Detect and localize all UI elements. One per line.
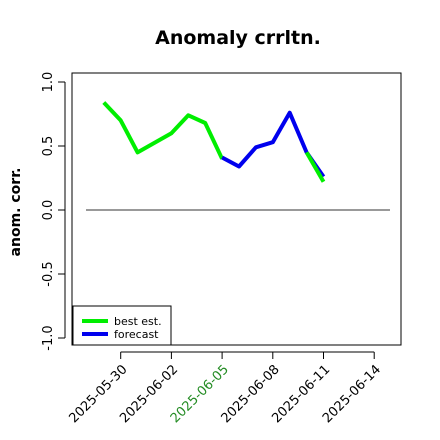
legend-label-best-est: best est. [114, 315, 162, 328]
y-axis: -1.0 -0.5 0.0 0.5 1.0 [41, 72, 66, 351]
legend: best est. forecast [72, 305, 172, 346]
y-axis-title: anom. corr. [8, 168, 24, 257]
plot-frame [71, 72, 402, 346]
y-tick-label: -0.5 [41, 261, 56, 286]
y-tick-label: 0.5 [41, 136, 56, 157]
chart-title: Anomaly crrltn. [155, 27, 321, 49]
x-axis: 2025-05-302025-06-022025-06-052025-06-08… [66, 351, 384, 426]
y-tick-label: 1.0 [41, 72, 56, 93]
series-layer [102, 101, 326, 183]
series-line-overlay-2 [304, 151, 326, 183]
y-tick-label: 0.0 [41, 200, 56, 221]
legend-box [72, 305, 172, 346]
series-line-forecast [221, 110, 326, 178]
series-line-best-est [102, 101, 224, 160]
legend-label-forecast: forecast [114, 328, 159, 341]
y-tick-label: -1.0 [41, 325, 56, 350]
